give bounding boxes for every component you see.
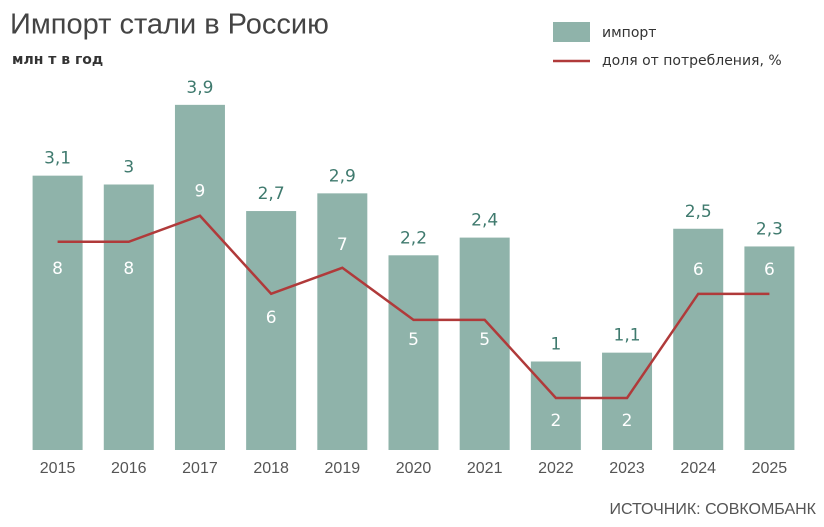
value-label: 1 xyxy=(550,335,561,355)
line-label: 2 xyxy=(622,411,633,431)
value-label: 2,9 xyxy=(329,166,356,186)
chart-subtitle: млн т в год xyxy=(12,52,103,68)
value-label: 2,3 xyxy=(756,219,783,239)
bar xyxy=(744,246,795,450)
chart-title: Импорт стали в Россию xyxy=(10,9,329,41)
x-tick-label: 2015 xyxy=(40,460,76,477)
x-tick-label: 2016 xyxy=(111,460,147,477)
bar xyxy=(530,361,581,450)
value-label: 3,9 xyxy=(186,78,213,98)
bar xyxy=(673,228,724,450)
value-label: 1,1 xyxy=(614,326,641,346)
value-label: 3 xyxy=(123,158,134,178)
bar xyxy=(459,237,510,450)
x-tick-label: 2024 xyxy=(680,460,716,477)
value-label: 2,4 xyxy=(471,211,498,231)
legend-swatch xyxy=(553,22,590,42)
x-tick-label: 2018 xyxy=(253,460,289,477)
line-label: 2 xyxy=(550,411,561,431)
x-tick-label: 2025 xyxy=(752,460,788,477)
line-label: 8 xyxy=(52,259,63,279)
value-label: 2,5 xyxy=(685,202,712,222)
line-label: 5 xyxy=(408,330,419,350)
bar xyxy=(317,193,368,450)
source: ИСТОЧНИК: СОВКОМБАНК xyxy=(609,501,816,518)
legend-label: доля от потребления, % xyxy=(602,53,782,69)
x-tick-label: 2019 xyxy=(325,460,361,477)
x-tick-label: 2023 xyxy=(609,460,645,477)
line-label: 6 xyxy=(266,308,277,328)
bar xyxy=(174,104,225,450)
line-label: 8 xyxy=(123,259,134,279)
bar xyxy=(32,175,83,450)
line-label: 7 xyxy=(337,235,348,255)
x-tick-label: 2021 xyxy=(467,460,503,477)
value-label: 2,2 xyxy=(400,228,427,248)
x-tick-label: 2017 xyxy=(182,460,218,477)
value-label: 2,7 xyxy=(258,184,285,204)
bar xyxy=(602,352,653,450)
bar xyxy=(388,255,439,450)
legend-label: импорт xyxy=(602,25,656,41)
line-label: 6 xyxy=(693,260,704,280)
x-tick-label: 2022 xyxy=(538,460,574,477)
line-label: 5 xyxy=(479,330,490,350)
bar xyxy=(246,211,297,450)
line-label: 9 xyxy=(195,182,206,202)
line-label: 6 xyxy=(764,260,775,280)
share-line xyxy=(57,214,770,400)
value-label: 3,1 xyxy=(44,149,71,169)
x-tick-label: 2020 xyxy=(396,460,432,477)
bar xyxy=(103,184,154,450)
